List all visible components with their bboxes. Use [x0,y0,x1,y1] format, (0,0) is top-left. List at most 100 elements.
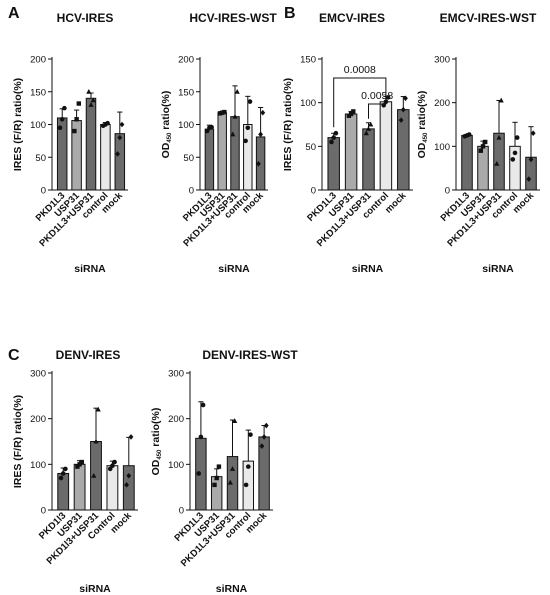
chart-title: DENV-IRES [56,348,121,362]
data-point [88,102,94,107]
bar-pkd1l3 [204,128,215,191]
y-tick-label: 300 [168,369,184,380]
data-point [119,121,125,128]
y-tick-label: 100 [30,460,46,471]
data-point [368,121,374,127]
data-point [478,148,483,153]
data-point [514,135,520,140]
x-axis-label: siRNA [74,263,106,275]
panel-label-a: A [8,5,20,22]
data-point [526,176,532,182]
bar-pkd1l3-usp31 [85,97,97,191]
data-point [91,472,97,478]
data-point [230,131,236,137]
data-point [480,144,486,149]
data-point [483,139,488,145]
data-point [403,95,408,102]
data-point [86,88,92,94]
y-tick-label: 100 [300,98,316,109]
y-tick-label: 0 [179,506,184,517]
x-tick-label: mock [383,190,409,216]
x-axis-label: siRNA [79,583,111,595]
data-point [256,161,261,167]
bar-control [379,101,393,191]
data-point [222,109,227,115]
data-point [105,120,110,126]
p-value-label: 0.0058 [361,90,393,102]
y-tick-label: 200 [168,414,184,425]
bar-usp31 [73,463,86,511]
data-point [115,151,120,157]
y-tick-label: 100 [30,120,46,131]
data-point [58,475,64,481]
y-axis-label: IRES (F/R) ratio(%) [12,78,24,171]
data-point [243,482,249,488]
data-point [107,466,113,472]
data-point [60,471,66,476]
data-point [112,459,117,465]
bar-pkd1l3 [327,137,340,191]
bar-pkd1l3-usp31 [230,116,240,191]
data-point [214,475,219,481]
panel-label-b: B [284,5,296,22]
data-point [227,479,233,485]
y-tick-label: 0 [189,186,194,197]
bar-usp31 [210,476,223,511]
data-point [196,471,201,476]
data-point [259,443,265,449]
bar-usp31 [217,112,227,191]
data-point [212,482,217,488]
chart-title: HCV-IRES-WST [189,11,277,25]
data-point [216,464,222,469]
data-point [243,138,248,144]
data-point [263,422,269,429]
data-point [62,105,67,111]
y-tick-label: 100 [168,460,184,471]
data-point [363,130,369,136]
data-point [79,459,84,465]
y-tick-label: 0 [445,186,450,197]
y-tick-label: 200 [30,414,46,425]
data-point [126,472,132,479]
x-axis-label: siRNA [216,583,248,595]
data-point [77,462,82,467]
data-point [528,156,534,163]
data-point [204,128,210,134]
significance-bracket [368,92,387,119]
y-tick-label: 100 [178,120,194,131]
data-point [95,406,101,412]
bar-usp31 [344,113,358,191]
y-tick-label: 0 [41,186,46,197]
y-tick-label: 50 [305,142,316,153]
data-point [232,418,238,423]
data-point [57,125,63,131]
data-point [110,463,115,469]
data-point [261,434,267,440]
data-point [74,117,79,122]
y-tick-label: 50 [35,153,46,164]
data-point [247,99,253,104]
y-tick-label: 200 [178,55,194,66]
data-point [209,124,214,130]
data-point [398,117,404,123]
data-point [466,132,472,137]
x-axis-label: siRNA [482,263,514,275]
y-tick-label: 200 [434,98,450,109]
bar-pkd1l3-usp31 [90,441,102,511]
data-point [124,482,129,488]
x-axis-label: siRNA [218,263,250,275]
data-point [385,95,391,100]
data-point [246,464,251,469]
data-point [248,432,253,437]
bar-mock [114,133,126,191]
chart-title: EMCV-IRES [319,11,385,25]
y-tick-label: 300 [30,369,46,380]
data-point [117,134,123,141]
data-point [93,438,99,444]
